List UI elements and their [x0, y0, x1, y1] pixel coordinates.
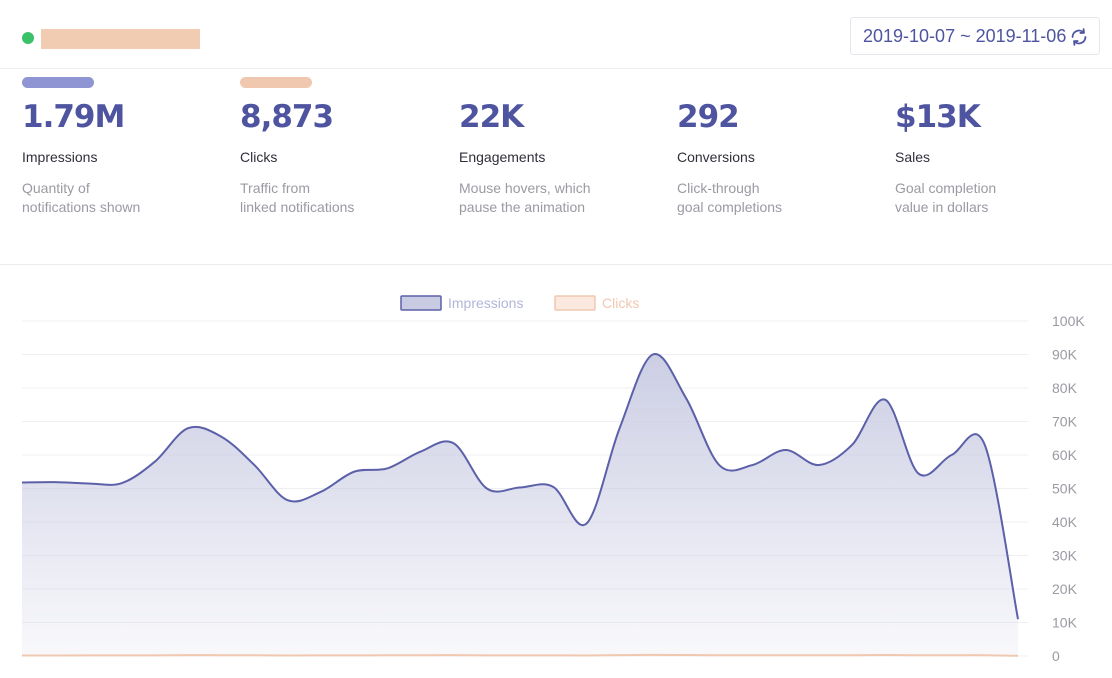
stat-description: Quantity of notifications shown: [22, 179, 202, 217]
legend-swatch-impressions: [400, 295, 442, 311]
stat-description-line: value in dollars: [895, 199, 989, 215]
y-tick-label: 50K: [1052, 481, 1078, 497]
stats-panel: 1.79M Impressions Quantity of notificati…: [0, 69, 1112, 265]
y-tick-label: 0: [1052, 648, 1060, 664]
legend-label-clicks: Clicks: [602, 295, 639, 311]
legend-label-impressions: Impressions: [448, 295, 523, 311]
legend-swatch-clicks: [554, 295, 596, 311]
stat-description-line: Quantity of: [22, 180, 90, 196]
stat-description: Traffic from linked notifications: [240, 179, 420, 217]
status-dot-icon: [22, 32, 34, 44]
y-tick-label: 40K: [1052, 514, 1078, 530]
stat-label: Impressions: [22, 149, 98, 165]
stat-description: Mouse hovers, which pause the animation: [459, 179, 639, 217]
y-tick-label: 100K: [1052, 313, 1085, 329]
stat-description: Click-through goal completions: [677, 179, 857, 217]
stat-value: 8,873: [240, 99, 334, 135]
stat-value: 1.79M: [22, 99, 125, 135]
stat-value: 22K: [459, 99, 524, 135]
clicks-series-bar: [240, 77, 312, 88]
site-name-redacted: [41, 29, 200, 49]
y-tick-label: 70K: [1052, 414, 1078, 430]
refresh-icon[interactable]: [1068, 26, 1090, 48]
impressions-series-bar: [22, 77, 94, 88]
chart-canvas: 0 10K 20K 30K 40K 50K 60K 70K 80K 90K 100K Impressi…: [21, 295, 1085, 664]
stat-description-line: Traffic from: [240, 180, 311, 196]
date-range-picker[interactable]: 2019-10-07 ~ 2019-11-06: [850, 17, 1100, 55]
date-range-text: 2019-10-07 ~ 2019-11-06: [863, 25, 1067, 46]
y-tick-label: 90K: [1052, 347, 1078, 363]
y-tick-label: 80K: [1052, 380, 1078, 396]
stat-description-line: pause the animation: [459, 199, 586, 215]
stat-label: Engagements: [459, 149, 546, 165]
stat-description-line: linked notifications: [240, 199, 355, 215]
stat-description-line: notifications shown: [22, 199, 141, 215]
y-tick-label: 30K: [1052, 548, 1078, 564]
y-tick-label: 60K: [1052, 447, 1078, 463]
y-tick-label: 10K: [1052, 615, 1078, 631]
stat-description: Goal completion value in dollars: [895, 179, 1075, 217]
stat-label: Sales: [895, 149, 931, 165]
stat-description-line: Goal completion: [895, 180, 997, 196]
impressions-clicks-chart: 0 10K 20K 30K 40K 50K 60K 70K 80K 90K 100K Impressi…: [0, 265, 1112, 678]
stat-value: $13K: [895, 99, 981, 135]
stat-label: Clicks: [240, 149, 278, 165]
stat-description-line: Mouse hovers, which: [459, 180, 591, 196]
impressions-area: [22, 353, 1018, 656]
clicks-line: [21, 653, 1019, 657]
impressions-line: [21, 353, 1019, 620]
stat-value: 292: [677, 99, 740, 135]
header-bar: 2019-10-07 ~ 2019-11-06: [0, 0, 1112, 69]
stat-description-line: goal completions: [677, 199, 783, 215]
y-tick-label: 20K: [1052, 581, 1078, 597]
stat-description-line: Click-through: [677, 180, 760, 196]
stat-label: Conversions: [677, 149, 755, 165]
